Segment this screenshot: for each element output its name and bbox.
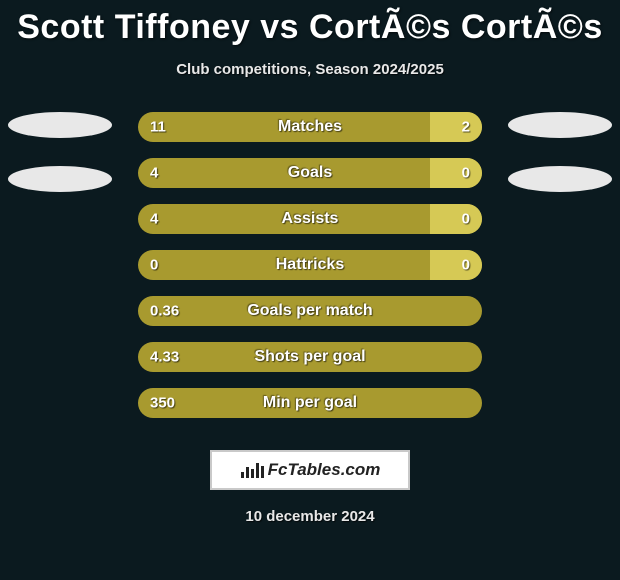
player-badge-ellipse: [8, 166, 112, 192]
bar-right-fill: [430, 112, 482, 142]
player-badge-ellipse: [8, 112, 112, 138]
stat-bar: 11Matches2: [138, 112, 482, 142]
stat-label: Min per goal: [138, 394, 482, 412]
stat-left-value: 4.33: [150, 349, 179, 366]
stat-bar: 0Hattricks0: [138, 250, 482, 280]
fctables-logo[interactable]: FcTables.com: [210, 450, 410, 490]
stat-bar: 4Assists0: [138, 204, 482, 234]
bars-container: 11Matches2 4Goals0 4Assists0 0Hattricks0 0.3…: [138, 112, 482, 434]
stat-bar: 350Min per goal: [138, 388, 482, 418]
bar-right-fill: [430, 204, 482, 234]
stat-bar: 4Goals0: [138, 158, 482, 188]
player-badge-ellipse: [508, 112, 612, 138]
stat-label: Shots per goal: [138, 348, 482, 366]
stat-left-value: 11: [150, 119, 166, 136]
left-player-badges: [8, 112, 112, 220]
page-title: Scott Tiffoney vs CortÃ©s CortÃ©s: [0, 0, 620, 47]
stat-left-value: 0.36: [150, 303, 179, 320]
player-badge-ellipse: [508, 166, 612, 192]
comparison-chart: 11Matches2 4Goals0 4Assists0 0Hattricks0 0.3…: [0, 112, 620, 432]
stat-bar: 4.33Shots per goal: [138, 342, 482, 372]
bars-icon: [240, 461, 264, 479]
right-player-badges: [508, 112, 612, 220]
bar-right-fill: [430, 158, 482, 188]
stat-left-value: 350: [150, 395, 175, 412]
stat-left-value: 4: [150, 165, 158, 182]
stat-left-value: 4: [150, 211, 158, 228]
stat-bar: 0.36Goals per match: [138, 296, 482, 326]
stat-label: Goals per match: [138, 302, 482, 320]
footer-date: 10 december 2024: [0, 508, 620, 525]
bar-right-fill: [430, 250, 482, 280]
stat-left-value: 0: [150, 257, 158, 274]
subtitle: Club competitions, Season 2024/2025: [0, 61, 620, 78]
logo-text: FcTables.com: [268, 460, 381, 480]
